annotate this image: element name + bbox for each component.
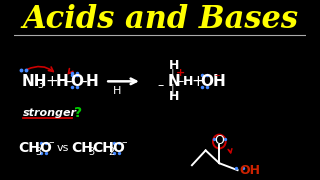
Text: +: + <box>45 74 58 89</box>
Text: OH: OH <box>239 164 260 177</box>
Text: +: + <box>191 74 204 89</box>
Text: 2: 2 <box>108 147 114 157</box>
FancyArrowPatch shape <box>68 69 73 73</box>
Text: H: H <box>169 90 180 103</box>
Text: H: H <box>56 74 69 89</box>
Text: O: O <box>214 134 224 147</box>
Text: |: | <box>171 68 175 79</box>
Text: CH: CH <box>92 141 114 155</box>
Text: 3: 3 <box>38 80 44 90</box>
Text: –: – <box>215 70 220 80</box>
Text: 3: 3 <box>88 147 94 157</box>
Text: OH: OH <box>200 74 226 89</box>
Text: H: H <box>86 74 99 89</box>
Text: H: H <box>113 86 121 96</box>
Text: CH: CH <box>71 141 93 155</box>
Text: CH: CH <box>19 141 40 155</box>
FancyArrowPatch shape <box>228 149 232 153</box>
Text: stronger: stronger <box>23 108 77 118</box>
Text: H: H <box>183 75 193 88</box>
Text: –: – <box>122 138 127 147</box>
Text: H: H <box>169 59 180 72</box>
Text: –: – <box>49 138 54 147</box>
Text: –: – <box>80 74 87 89</box>
Text: N: N <box>167 74 180 89</box>
Text: Acids and Bases: Acids and Bases <box>22 4 298 35</box>
Text: NH: NH <box>21 74 47 89</box>
Text: ?: ? <box>74 106 82 120</box>
Text: +: + <box>175 68 185 78</box>
Text: O: O <box>40 141 52 155</box>
Text: |: | <box>171 84 175 94</box>
FancyArrowPatch shape <box>28 66 53 71</box>
Text: –: – <box>177 75 184 88</box>
Text: –: – <box>157 79 164 92</box>
Text: O: O <box>71 74 84 89</box>
Text: vs: vs <box>57 143 69 153</box>
Text: O: O <box>113 141 124 155</box>
Text: –: – <box>64 74 72 89</box>
Text: 3: 3 <box>35 147 41 157</box>
